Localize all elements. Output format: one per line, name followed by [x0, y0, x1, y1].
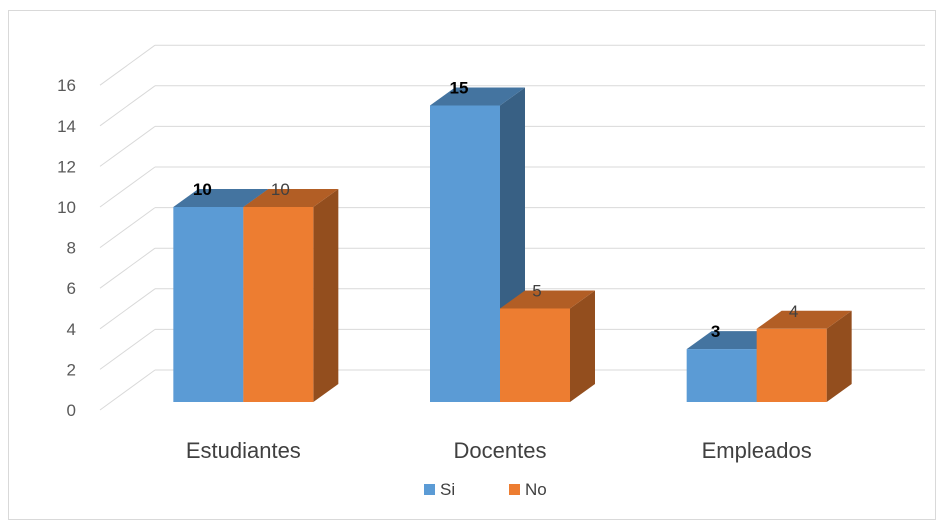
- legend-label: No: [525, 480, 547, 499]
- bar-top-Si-Estudiantes: [173, 189, 269, 207]
- y-tick-label: 10: [57, 198, 76, 217]
- bar-top-No-Estudiantes: [243, 189, 339, 207]
- category-label: Estudiantes: [186, 438, 301, 463]
- data-label: 3: [711, 322, 720, 341]
- bar-Si-Estudiantes: [173, 207, 244, 402]
- y-tick-label: 14: [57, 117, 76, 136]
- gridline-side-6: [99, 247, 156, 289]
- gridline-side-8: [99, 207, 156, 249]
- gridline-side-0: [99, 369, 156, 411]
- y-tick-label: 2: [67, 360, 76, 379]
- data-label: 15: [450, 79, 469, 98]
- gridline-side-14: [99, 85, 156, 127]
- gridline-side-4: [99, 288, 156, 330]
- bar-No-Empleados: [756, 328, 827, 402]
- data-label: 5: [532, 282, 541, 301]
- y-tick-label: 12: [57, 157, 76, 176]
- y-tick-label: 16: [57, 76, 76, 95]
- legend-swatch-No: [509, 484, 520, 495]
- bar-top-No-Empleados: [756, 310, 852, 329]
- bar-side-No-Empleados: [826, 310, 852, 402]
- legend-swatch-Si: [424, 484, 435, 495]
- bar-side-No-Docentes: [570, 290, 595, 402]
- gridline-side-10: [99, 166, 156, 208]
- legend-label: Si: [440, 480, 455, 499]
- bar-No-Estudiantes: [243, 207, 314, 402]
- gridline-side-12: [99, 125, 156, 167]
- data-label: 10: [193, 180, 212, 199]
- bar-top-No-Docentes: [500, 290, 595, 309]
- y-tick-label: 8: [67, 239, 76, 258]
- bar-Si-Empleados: [686, 349, 757, 402]
- y-tick-label: 4: [67, 320, 76, 339]
- bar-Si-Docentes: [430, 105, 500, 402]
- bar-side-No-Estudiantes: [313, 189, 339, 402]
- bar-No-Docentes: [500, 308, 570, 402]
- gridline-side-2: [99, 328, 156, 370]
- gridline-side-16: [99, 44, 156, 86]
- data-label: 4: [789, 302, 798, 321]
- category-label: Empleados: [702, 438, 812, 463]
- data-label: 10: [271, 180, 290, 199]
- bar-top-Si-Docentes: [430, 87, 525, 106]
- y-tick-label: 0: [67, 401, 76, 420]
- category-label: Docentes: [454, 438, 547, 463]
- y-tick-label: 6: [67, 279, 76, 298]
